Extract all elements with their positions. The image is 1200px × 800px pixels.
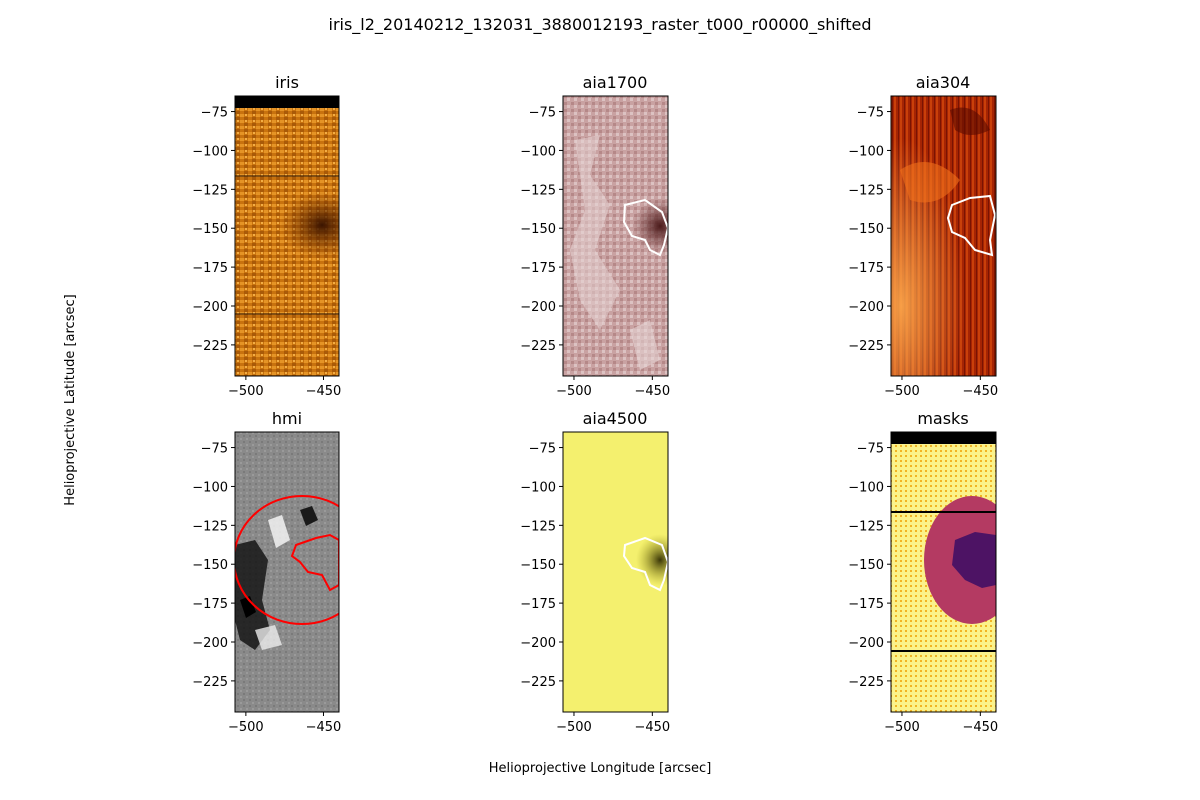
aia1700-ytick-label: −175	[520, 261, 556, 276]
iris-ytick-label: −75	[201, 106, 228, 121]
aia4500-axes-frame	[562, 431, 669, 713]
aia4500-ytick-label: −200	[520, 636, 556, 651]
masks-ytick-label: −125	[848, 519, 884, 534]
masks-ytick-label: −150	[848, 558, 884, 573]
aia1700-axes-frame	[562, 95, 669, 377]
masks-ytick-label: −225	[848, 675, 884, 690]
aia1700-ytick-label: −225	[520, 339, 556, 354]
iris-xtick-label: −450	[306, 384, 342, 399]
panel-masks: masks	[890, 409, 997, 713]
aia304-ytick-label: −100	[848, 144, 884, 159]
hmi-ytick-label: −175	[192, 597, 228, 612]
hmi-xtick-label: −500	[228, 720, 264, 735]
aia4500-ytick-label: −150	[520, 558, 556, 573]
figure-title: iris_l2_20140212_132031_3880012193_raste…	[329, 15, 872, 35]
aia4500-image	[563, 432, 668, 712]
y-axis-label: Helioprojective Latitude [arcsec]	[63, 294, 78, 505]
panel-title-aia4500: aia4500	[583, 409, 648, 428]
masks-axes-frame	[890, 431, 997, 713]
panel-aia304: aia304	[890, 73, 997, 377]
aia1700-ytick-label: −150	[520, 222, 556, 237]
aia4500-ytick-label: −225	[520, 675, 556, 690]
masks-xtick-label: −450	[962, 720, 998, 735]
masks-ytick-label: −75	[857, 442, 884, 457]
masks-umbra-region	[952, 532, 996, 588]
aia304-contour	[946, 194, 996, 257]
masks-xtick-label: −500	[884, 720, 920, 735]
aia1700-image	[563, 96, 668, 376]
iris-ytick-label: −150	[192, 222, 228, 237]
iris-image	[235, 96, 339, 376]
aia1700-ytick-label: −200	[520, 300, 556, 315]
aia304-axes-frame	[890, 95, 997, 377]
aia304-ytick-label: −200	[848, 300, 884, 315]
panel-title-iris: iris	[275, 73, 299, 92]
aia1700-ytick-label: −75	[529, 106, 556, 121]
x-axis-label: Helioprojective Longitude [arcsec]	[489, 761, 712, 776]
hmi-ytick-label: −150	[192, 558, 228, 573]
iris-sunspot	[280, 191, 339, 259]
masks-missing-data-band	[891, 432, 996, 444]
hmi-ellipse-contour	[235, 495, 339, 625]
aia4500-ytick-label: −175	[520, 597, 556, 612]
iris-ytick-label: −200	[192, 300, 228, 315]
aia1700-ytick-label: −100	[520, 144, 556, 159]
aia4500-ytick-label: −75	[529, 442, 556, 457]
hmi-ytick-label: −200	[192, 636, 228, 651]
aia4500-ytick-label: −100	[520, 480, 556, 495]
masks-image	[891, 432, 996, 712]
aia1700-xtick-label: −500	[556, 384, 592, 399]
aia304-ytick-label: −125	[848, 183, 884, 198]
iris-ytick-label: −225	[192, 339, 228, 354]
aia304-ytick-label: −150	[848, 222, 884, 237]
hmi-image	[235, 432, 339, 712]
masks-ytick-label: −175	[848, 597, 884, 612]
aia304-ytick-label: −175	[848, 261, 884, 276]
masks-ytick-label: −200	[848, 636, 884, 651]
aia304-image	[891, 96, 996, 376]
panel-hmi: hmi	[234, 409, 340, 713]
iris-ytick-label: −125	[192, 183, 228, 198]
aia4500-contour	[622, 536, 668, 592]
aia4500-xtick-label: −500	[556, 720, 592, 735]
aia304-ytick-label: −75	[857, 106, 884, 121]
aia4500-ytick-label: −125	[520, 519, 556, 534]
hmi-red-contour	[290, 533, 339, 592]
panel-title-masks: masks	[917, 409, 968, 428]
panel-aia4500: aia4500	[562, 409, 669, 713]
masks-ytick-label: −100	[848, 480, 884, 495]
aia4500-sunspot	[636, 534, 668, 586]
hmi-ytick-label: −125	[192, 519, 228, 534]
aia304-xtick-label: −500	[884, 384, 920, 399]
aia304-ytick-label: −225	[848, 339, 884, 354]
hmi-axes-frame	[234, 431, 340, 713]
panel-title-aia304: aia304	[916, 73, 971, 92]
panel-aia1700: aia1700	[562, 73, 669, 377]
aia4500-xtick-label: −450	[634, 720, 670, 735]
panel-title-aia1700: aia1700	[583, 73, 648, 92]
iris-axes-frame	[234, 95, 340, 377]
aia304-xtick-label: −450	[962, 384, 998, 399]
aia1700-sunspot	[632, 198, 668, 254]
hmi-ytick-label: −75	[201, 442, 228, 457]
iris-ytick-label: −175	[192, 261, 228, 276]
hmi-ytick-label: −225	[192, 675, 228, 690]
aia1700-xtick-label: −450	[634, 384, 670, 399]
hmi-ytick-label: −100	[192, 480, 228, 495]
hmi-xtick-label: −450	[306, 720, 342, 735]
iris-ytick-label: −100	[192, 144, 228, 159]
iris-xtick-label: −500	[228, 384, 264, 399]
aia1700-contour	[622, 198, 668, 257]
tick-layer: −75 −100 −125 −150 −175 −200 −225 −500 −450 −75 −1…	[192, 106, 998, 735]
panel-iris: iris	[234, 73, 340, 377]
aia1700-ytick-label: −125	[520, 183, 556, 198]
iris-missing-data-band	[235, 96, 339, 108]
panel-title-hmi: hmi	[272, 409, 302, 428]
